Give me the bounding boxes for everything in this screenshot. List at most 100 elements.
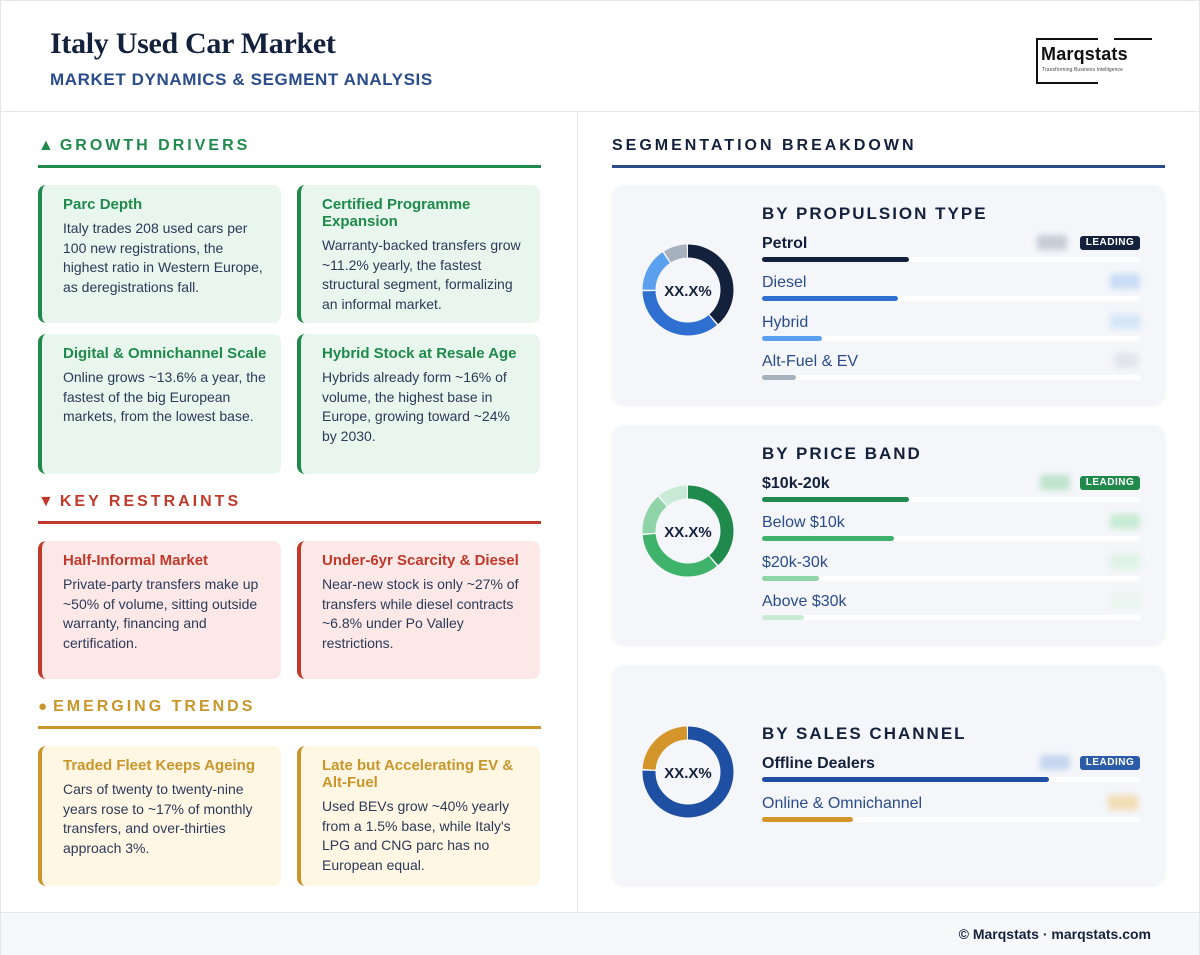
segment-value-blurred (1110, 593, 1140, 608)
segment-track (762, 576, 1140, 581)
circle-icon: ● (38, 698, 48, 715)
segment-value-blurred (1040, 755, 1070, 770)
footer-credit: © Marqstats · marqstats.com (958, 926, 1151, 942)
segment-label: Below $10k (762, 514, 845, 531)
segment-label: Alt-Fuel & EV (762, 353, 859, 370)
segment-bar (762, 615, 804, 620)
segment-bar (762, 336, 823, 341)
marqstats-logo: Marqstats Transforming Business Intellig… (1036, 38, 1154, 84)
logo-word: Marqstats (1041, 44, 1128, 64)
segment-value-blurred (1110, 274, 1140, 289)
card-title: Certified Programme Expansion (322, 196, 471, 230)
segmentation-rule (612, 165, 1165, 168)
driver-card: Certified Programme Expansion Warranty-b… (297, 185, 540, 323)
card-body: Online grows ~13.6% a year, the fastest … (63, 369, 266, 424)
segment-track (762, 375, 1140, 380)
footer: © Marqstats · marqstats.com (1, 912, 1199, 955)
leading-badge: LEADING (1080, 236, 1140, 250)
segment-row-10k-20k: $10k-20k LEADING (762, 475, 1140, 511)
card-body: Private-party transfers make up ~50% of … (63, 576, 259, 651)
segment-value-blurred (1040, 475, 1070, 490)
segmentation-heading: SEGMENTATION BREAKDOWN (612, 137, 917, 154)
trends-label: EMERGING TRENDS (53, 698, 256, 715)
card-title: Late but Accelerating EV & Alt-Fuel (322, 757, 514, 791)
price-band-donut (642, 485, 734, 577)
sales-channel-panel: XX.X% BY SALES CHANNEL Offline Dealers L… (612, 665, 1165, 885)
triangle-up-icon: ▲ (38, 137, 54, 154)
card-body: Used BEVs grow ~40% yearly from a 1.5% b… (322, 798, 511, 873)
segment-value-blurred (1114, 353, 1138, 368)
trend-card: Traded Fleet Keeps Ageing Cars of twenty… (38, 746, 281, 886)
trend-card: Late but Accelerating EV & Alt-Fuel Used… (297, 746, 540, 886)
donut-center-label: XX.X% (664, 524, 712, 541)
segment-track (762, 817, 1140, 822)
segment-label: Offline Dealers (762, 755, 875, 772)
card-body: Near-new stock is only ~27% of transfers… (322, 576, 519, 651)
card-title: Hybrid Stock at Resale Age (322, 345, 517, 362)
segment-value-blurred (1110, 514, 1140, 529)
restraint-card: Half-Informal Market Private-party trans… (38, 541, 281, 679)
donut-slice (642, 244, 734, 336)
segment-value-blurred (1037, 235, 1067, 250)
column-divider (577, 112, 578, 912)
donut-slice (642, 726, 734, 818)
growth-drivers-heading: ▲ GROWTH DRIVERS (38, 137, 541, 155)
segment-value-blurred (1108, 795, 1138, 810)
restraints-rule (38, 521, 541, 524)
logo-frame-line (1114, 38, 1152, 40)
segment-row-online-omnichannel: Online & Omnichannel (762, 795, 1140, 831)
segment-bar (762, 536, 895, 541)
growth-drivers-rule (38, 165, 541, 168)
segment-label: Online & Omnichannel (762, 795, 923, 812)
panel-title: BY SALES CHANNEL (762, 724, 967, 743)
segment-label: Diesel (762, 274, 807, 291)
segment-value-blurred (1110, 554, 1140, 569)
segment-bar (762, 777, 1050, 782)
leading-badge: LEADING (1080, 756, 1140, 770)
card-body: Warranty-backed transfers grow ~11.2% ye… (322, 237, 521, 312)
panel-title: BY PROPULSION TYPE (762, 204, 988, 223)
segment-bar (762, 497, 910, 502)
segment-track (762, 296, 1140, 301)
segment-row-alt-fuel: Alt-Fuel & EV (762, 353, 1140, 389)
sales-channel-donut (642, 726, 734, 818)
segment-track (762, 336, 1140, 341)
propulsion-donut (642, 244, 734, 336)
price-band-panel: XX.X% BY PRICE BAND $10k-20k LEADING Bel… (612, 425, 1165, 644)
segment-value-blurred (1110, 314, 1140, 329)
donut-slice (642, 485, 734, 577)
segment-row-below-10k: Below $10k (762, 514, 1140, 550)
segment-row-offline-dealers: Offline Dealers LEADING (762, 755, 1140, 791)
page-subtitle: MARKET DYNAMICS & SEGMENT ANALYSIS (50, 70, 433, 89)
segment-label: $10k-20k (762, 475, 830, 492)
driver-card: Parc Depth Italy trades 208 used cars pe… (38, 185, 281, 323)
restraints-heading: ▼ KEY RESTRAINTS (38, 493, 541, 511)
card-body: Hybrids already form ~16% of volume, the… (322, 369, 510, 444)
card-body: Cars of twenty to twenty-nine years rose… (63, 781, 253, 856)
card-body: Italy trades 208 used cars per 100 new r… (63, 220, 263, 295)
growth-drivers-label: GROWTH DRIVERS (59, 137, 251, 154)
segment-track (762, 536, 1140, 541)
driver-card: Hybrid Stock at Resale Age Hybrids alrea… (297, 334, 540, 474)
segment-track (762, 257, 1140, 262)
donut-slice (642, 244, 734, 336)
segment-bar (762, 257, 910, 262)
trends-rule (38, 726, 541, 729)
panel-title: BY PRICE BAND (762, 444, 922, 463)
segment-track (762, 497, 1140, 502)
trends-heading: ● EMERGING TRENDS (38, 698, 541, 716)
leading-badge: LEADING (1080, 476, 1140, 490)
segment-track (762, 615, 1140, 620)
donut-center-label: XX.X% (664, 283, 712, 300)
card-title: Half-Informal Market (63, 552, 209, 569)
card-title: Under-6yr Scarcity & Diesel (322, 552, 519, 569)
donut-center-label: XX.X% (664, 765, 712, 782)
logo-frame (1036, 38, 1098, 84)
segment-row-above-30k: Above $30k (762, 593, 1140, 629)
segment-row-diesel: Diesel (762, 274, 1140, 310)
segment-bar (762, 576, 819, 581)
card-title: Parc Depth (63, 196, 143, 213)
logo-tagline: Transforming Business Intelligence (1042, 67, 1124, 73)
restraints-label: KEY RESTRAINTS (59, 493, 242, 510)
